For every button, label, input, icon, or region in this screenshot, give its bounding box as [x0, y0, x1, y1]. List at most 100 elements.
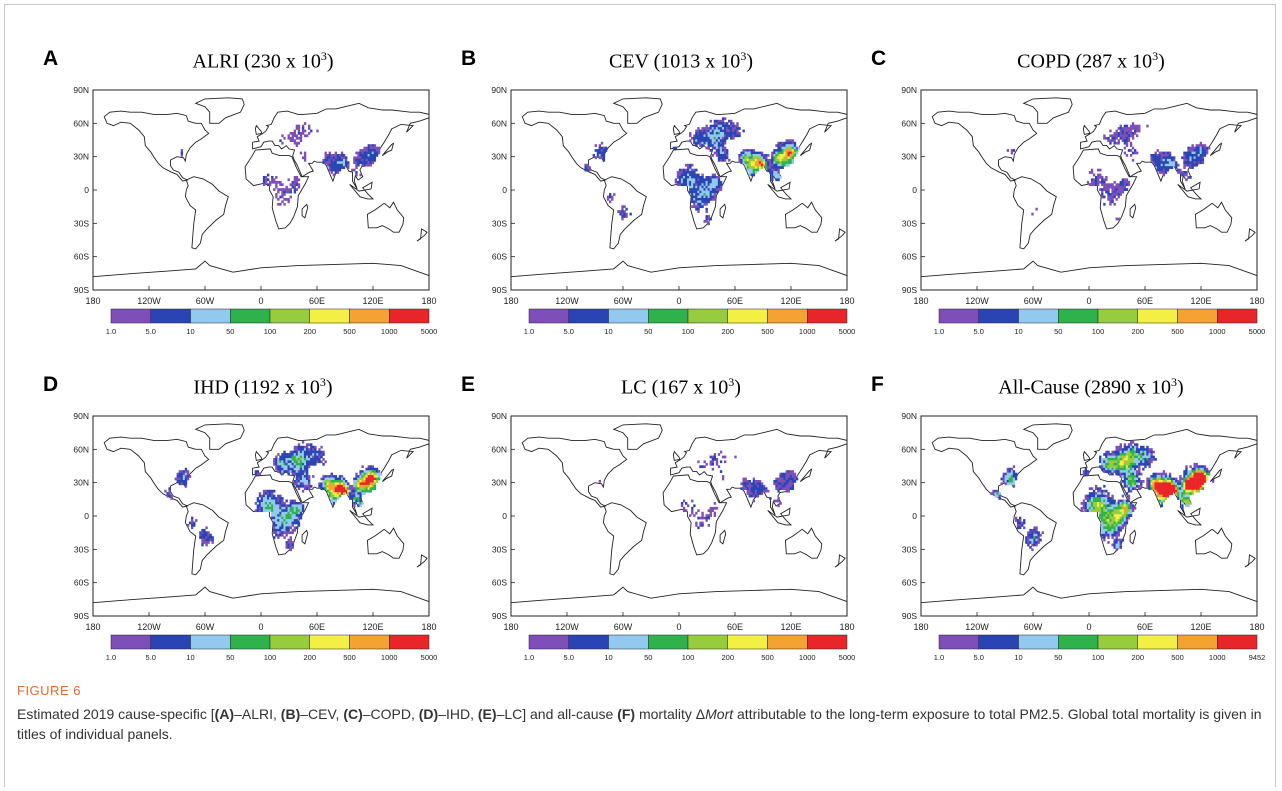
mortality-cell [707, 139, 710, 143]
mortality-cell [1131, 453, 1135, 456]
mortality-cell [1191, 149, 1194, 152]
mortality-cell [295, 484, 299, 488]
mortality-cell [1138, 484, 1141, 488]
lon-label: 60E [1137, 622, 1153, 632]
mortality-cell [1107, 492, 1110, 495]
colorbar-segment [269, 308, 310, 324]
mortality-cell [1131, 134, 1135, 138]
mortality-cell [1117, 185, 1120, 189]
mortality-cell [295, 516, 299, 520]
mortality-cell [1162, 489, 1166, 493]
mortality-cell [1119, 519, 1122, 522]
mortality-cell [1205, 470, 1209, 473]
mortality-cell [1156, 158, 1159, 162]
colorbar-label: 200 [721, 653, 734, 662]
mortality-cell [287, 538, 290, 542]
mortality-cell [1201, 484, 1205, 488]
mortality-cell [178, 477, 182, 481]
mortality-cell [1183, 151, 1186, 155]
mortality-cell [736, 132, 739, 135]
mortality-cell [1166, 480, 1170, 483]
mortality-cell [1181, 494, 1184, 498]
mortality-cell [754, 484, 758, 488]
mortality-cell [1168, 492, 1172, 495]
mortality-cell [1131, 124, 1135, 128]
mortality-cell [713, 122, 717, 125]
mortality-cell [721, 136, 725, 140]
mortality-cell [1134, 124, 1137, 128]
mortality-cell [1129, 477, 1133, 481]
mortality-cell [347, 482, 350, 486]
mortality-cell [998, 492, 1001, 495]
mortality-cell [785, 161, 788, 165]
mortality-cell [1121, 524, 1125, 527]
mortality-cell [765, 163, 768, 167]
mortality-cell [310, 458, 313, 461]
mortality-cell [1136, 448, 1139, 451]
mortality-cell [738, 132, 741, 135]
mortality-cell [328, 482, 331, 486]
mortality-cell [1131, 455, 1135, 459]
mortality-cell [1025, 538, 1028, 542]
mortality-cell [281, 453, 284, 456]
mortality-cell [676, 183, 680, 187]
mortality-cell [699, 195, 702, 199]
mortality-cell [1084, 497, 1088, 500]
mortality-cell [779, 146, 782, 150]
lat-label: 90N [491, 411, 507, 421]
mortality-cell [705, 217, 708, 221]
mortality-cell [301, 472, 305, 476]
mortality-cell [275, 516, 278, 520]
panel-letter: C [871, 47, 887, 70]
mortality-cell [685, 183, 688, 187]
lat-label: 0 [912, 511, 917, 521]
mortality-cell [1131, 509, 1135, 513]
mortality-cell [283, 514, 286, 517]
lon-label: 60W [196, 296, 215, 306]
mortality-cell [1008, 475, 1012, 478]
mortality-cell [262, 499, 266, 503]
mortality-cell [1115, 531, 1118, 535]
mortality-cell [1125, 492, 1129, 495]
mortality-cell [1134, 465, 1137, 469]
mortality-cell [287, 462, 290, 466]
mortality-cell [332, 154, 336, 157]
mortality-cell [264, 492, 268, 495]
mortality-cell [1117, 526, 1120, 530]
mortality-cell [285, 533, 288, 537]
mortality-cell [787, 144, 790, 147]
mortality-cell [703, 129, 706, 133]
lon-label: 60W [196, 622, 215, 632]
mortality-cell [312, 453, 315, 456]
mortality-cell [740, 156, 743, 160]
mortality-cell [1105, 509, 1108, 513]
mortality-cell [1119, 124, 1122, 128]
mortality-cell [1199, 470, 1203, 473]
coastline-south-america [184, 502, 229, 576]
mortality-cell [1107, 516, 1110, 520]
mortality-cell [1175, 489, 1178, 493]
mortality-cell [1150, 453, 1153, 456]
mortality-cell [1119, 448, 1122, 451]
mortality-cell [283, 198, 286, 201]
mortality-cell [598, 144, 602, 147]
mortality-cell [1187, 477, 1190, 481]
mortality-cell [182, 472, 186, 476]
mortality-cell [1197, 487, 1200, 491]
mortality-cell [775, 178, 778, 182]
mortality-cell [705, 134, 708, 138]
mortality-cell [297, 516, 301, 520]
mortality-cell [283, 193, 286, 196]
mortality-cell [269, 492, 272, 495]
coastline-australia [1194, 201, 1233, 233]
mortality-cell [361, 475, 364, 478]
mortality-cell [1129, 470, 1133, 473]
mortality-cell [598, 156, 602, 160]
mortality-cell [1183, 489, 1186, 493]
mortality-cell [320, 445, 323, 449]
mortality-cell [717, 129, 721, 133]
mortality-cell [1101, 193, 1104, 196]
mortality-cell [1095, 178, 1098, 182]
mortality-cell [310, 450, 313, 454]
mortality-cell [697, 129, 700, 133]
